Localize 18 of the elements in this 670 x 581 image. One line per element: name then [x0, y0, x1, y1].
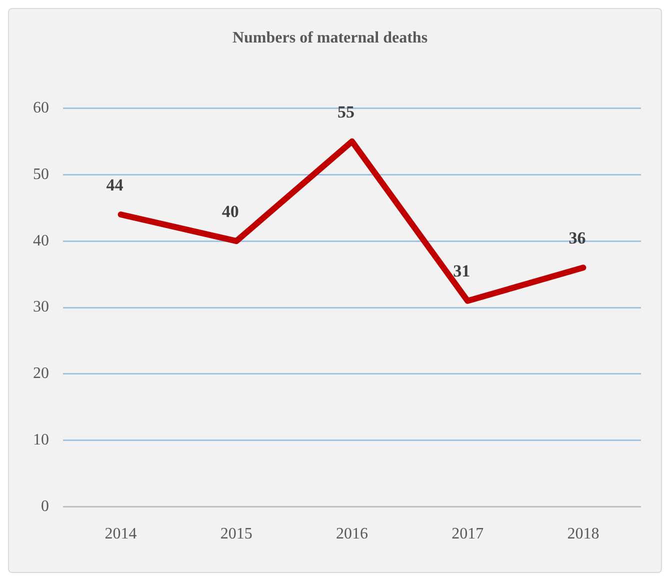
y-tick-label: 0: [41, 498, 49, 516]
data-label: 55: [338, 102, 354, 122]
data-label: 36: [568, 228, 586, 248]
x-tick-label: 2016: [336, 526, 368, 543]
x-tick-label: 2018: [567, 526, 600, 543]
y-tick-label: 60: [33, 99, 49, 116]
data-label: 40: [222, 202, 239, 221]
y-tick-label: 10: [33, 432, 49, 449]
x-tick-label: 2017: [452, 526, 484, 543]
y-tick-label: 40: [33, 232, 49, 250]
chart-title: Numbers of maternal deaths: [232, 30, 428, 47]
y-tick-label: 30: [33, 298, 49, 316]
data-label: 31: [453, 262, 470, 281]
x-tick-label: 2015: [220, 526, 252, 543]
x-tick-label: 2014: [104, 526, 137, 543]
y-tick-label: 50: [33, 166, 49, 183]
y-tick-label: 20: [33, 365, 49, 382]
data-label: 44: [106, 175, 124, 194]
